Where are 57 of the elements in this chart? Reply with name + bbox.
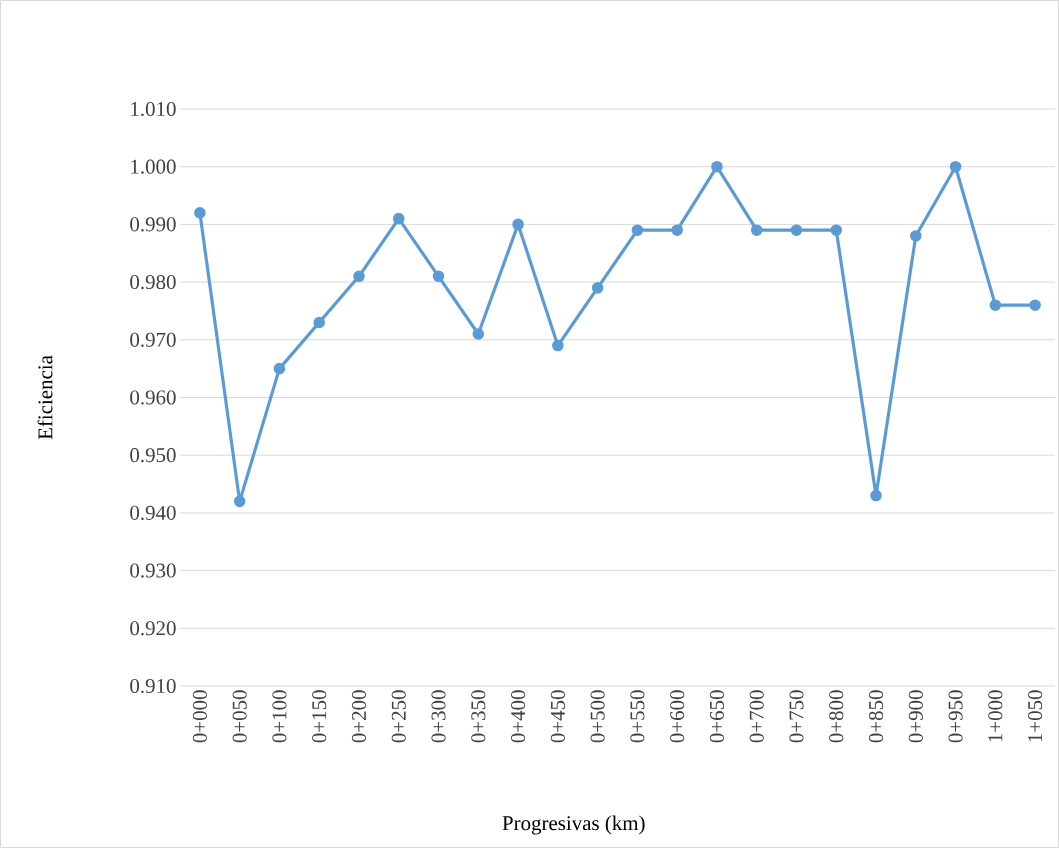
point	[353, 270, 365, 283]
x-tick-label: 0+250	[391, 690, 406, 743]
point	[870, 489, 882, 502]
y-tick-label: 0.980	[130, 275, 176, 290]
x-tick-label: 0+350	[471, 690, 486, 743]
point	[989, 299, 1002, 311]
x-tick-label: 0+050	[232, 690, 247, 743]
y-tick-label: 0.910	[130, 678, 176, 694]
point	[949, 160, 962, 173]
y-tick-label: 0.960	[130, 390, 176, 405]
x-tick-label: 1+050	[1028, 690, 1043, 742]
x-tick-label: 0+150	[312, 690, 327, 743]
y-tick-label: 0.990	[130, 217, 176, 232]
point	[392, 212, 405, 225]
x-tick-label: 0+600	[670, 690, 685, 743]
x-tick-label: 0+800	[829, 690, 844, 743]
point	[591, 282, 604, 294]
point	[552, 339, 564, 352]
point	[711, 160, 723, 173]
x-tick-label: 0+100	[272, 690, 287, 743]
point	[1029, 299, 1041, 311]
point	[790, 224, 803, 236]
point	[910, 230, 922, 242]
x-tick-label: 0+450	[550, 690, 565, 743]
x-tick-label: 1+000	[988, 690, 1003, 742]
point	[830, 224, 843, 236]
y-tick-label: 0.950	[130, 448, 176, 463]
point	[671, 224, 683, 236]
y-tick-label: 0.940	[130, 505, 176, 521]
point	[631, 224, 644, 236]
x-tick-label: 0+550	[630, 690, 645, 743]
y-tick-label: 0.920	[130, 621, 176, 636]
y-tick-label: 0.970	[130, 332, 176, 347]
x-tick-label: 0+850	[868, 690, 884, 743]
x-tick-label: 0+400	[511, 690, 526, 743]
x-tick-label: 0+750	[789, 690, 804, 743]
x-tick-label: 0+950	[948, 690, 963, 743]
x-axis-title: Progresivas (km)	[502, 815, 645, 835]
point	[750, 224, 763, 236]
point	[512, 218, 524, 231]
point	[472, 328, 485, 340]
y-axis-title: Eficiencia	[37, 355, 53, 440]
x-tick-label: 0+300	[431, 690, 446, 743]
x-tick-label: 0+650	[709, 690, 724, 743]
x-tick-label: 0+900	[908, 690, 923, 743]
point	[313, 316, 325, 329]
y-tick-label: 0.930	[130, 563, 176, 578]
y-tick-label: 1.000	[131, 159, 176, 174]
x-tick-label: 0+000	[192, 690, 207, 743]
point	[432, 270, 445, 283]
point	[273, 362, 286, 375]
x-tick-label: 0+200	[351, 690, 367, 743]
x-tick-label: 0+700	[749, 690, 764, 743]
point	[233, 495, 246, 508]
x-tick-label: 0+500	[590, 690, 605, 743]
y-tick-label: 1.010	[131, 101, 176, 117]
point	[194, 207, 206, 219]
